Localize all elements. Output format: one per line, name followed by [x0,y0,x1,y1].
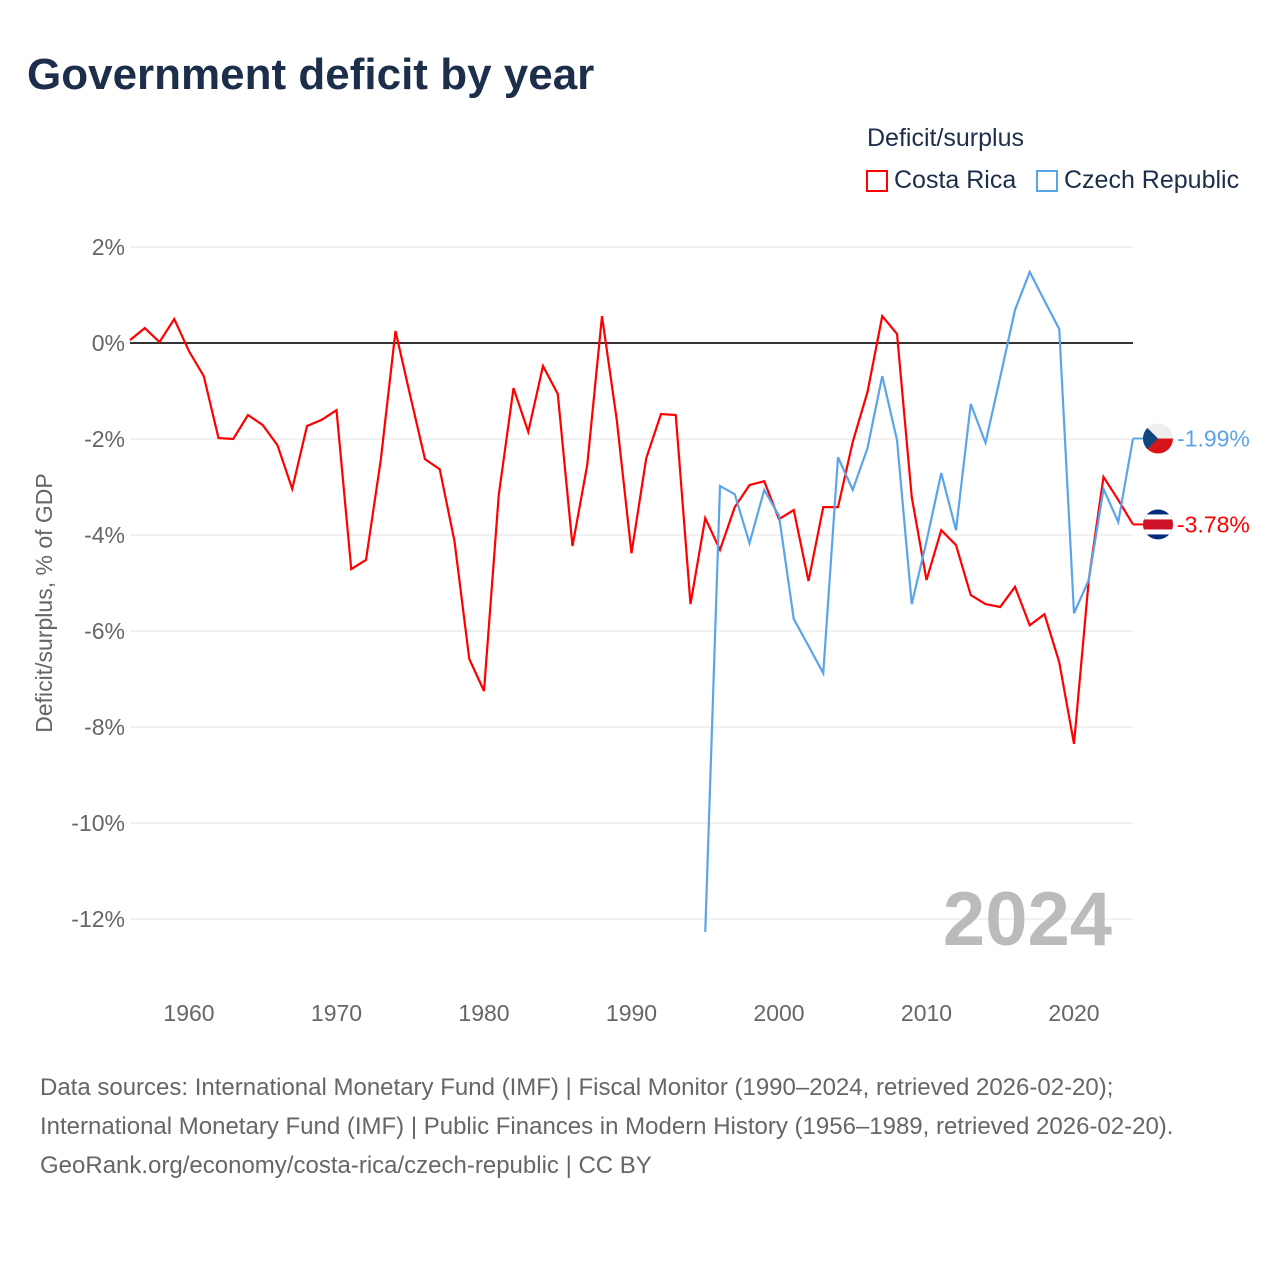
legend-item-czech-republic[interactable]: Czech Republic [1036,166,1239,195]
chart-title: Government deficit by year [27,50,595,99]
y-tick-label: -10% [71,810,125,836]
x-tick-label: 2010 [901,1000,952,1026]
legend-title: Deficit/surplus [867,124,1024,152]
y-tick-label: -2% [84,426,125,452]
costa-rica-flag-icon [1143,509,1173,540]
end-value-label: -3.78% [1177,511,1250,537]
source-note: Data sources: International Monetary Fun… [40,1074,1174,1140]
legend-swatch [1036,169,1058,192]
x-tick-label: 1980 [458,1000,509,1026]
y-axis-label: Deficit/surplus, % of GDP [31,473,57,732]
y-tick-label: -4% [84,522,125,548]
y-tick-label: -6% [84,618,125,644]
end-value-label: -1.99% [1177,426,1250,452]
x-tick-label: 1990 [606,1000,657,1026]
year-label: 2024 [943,877,1112,962]
legend-label: Costa Rica [894,166,1017,194]
source-url: GeoRank.org/economy/costa-rica/czech-rep… [40,1152,652,1179]
y-tick-label: 0% [92,330,125,356]
series-line-costa-rica [129,313,1134,744]
legend-item-costa-rica[interactable]: Costa Rica [866,166,1016,195]
legend-swatch [866,169,888,192]
x-tick-label: 1960 [163,1000,214,1026]
y-tick-label: -8% [84,714,125,740]
series-line-czech-republic [704,269,1135,932]
footer: Data sources: International Monetary Fun… [40,1068,1240,1185]
x-tick-label: 2020 [1048,1000,1099,1026]
czech-flag-icon [1143,423,1173,454]
x-tick-label: 1970 [311,1000,362,1026]
y-tick-label: 2% [92,234,125,260]
legend-label: Czech Republic [1064,166,1240,194]
x-tick-label: 2000 [753,1000,804,1026]
y-tick-label: -12% [71,906,125,932]
